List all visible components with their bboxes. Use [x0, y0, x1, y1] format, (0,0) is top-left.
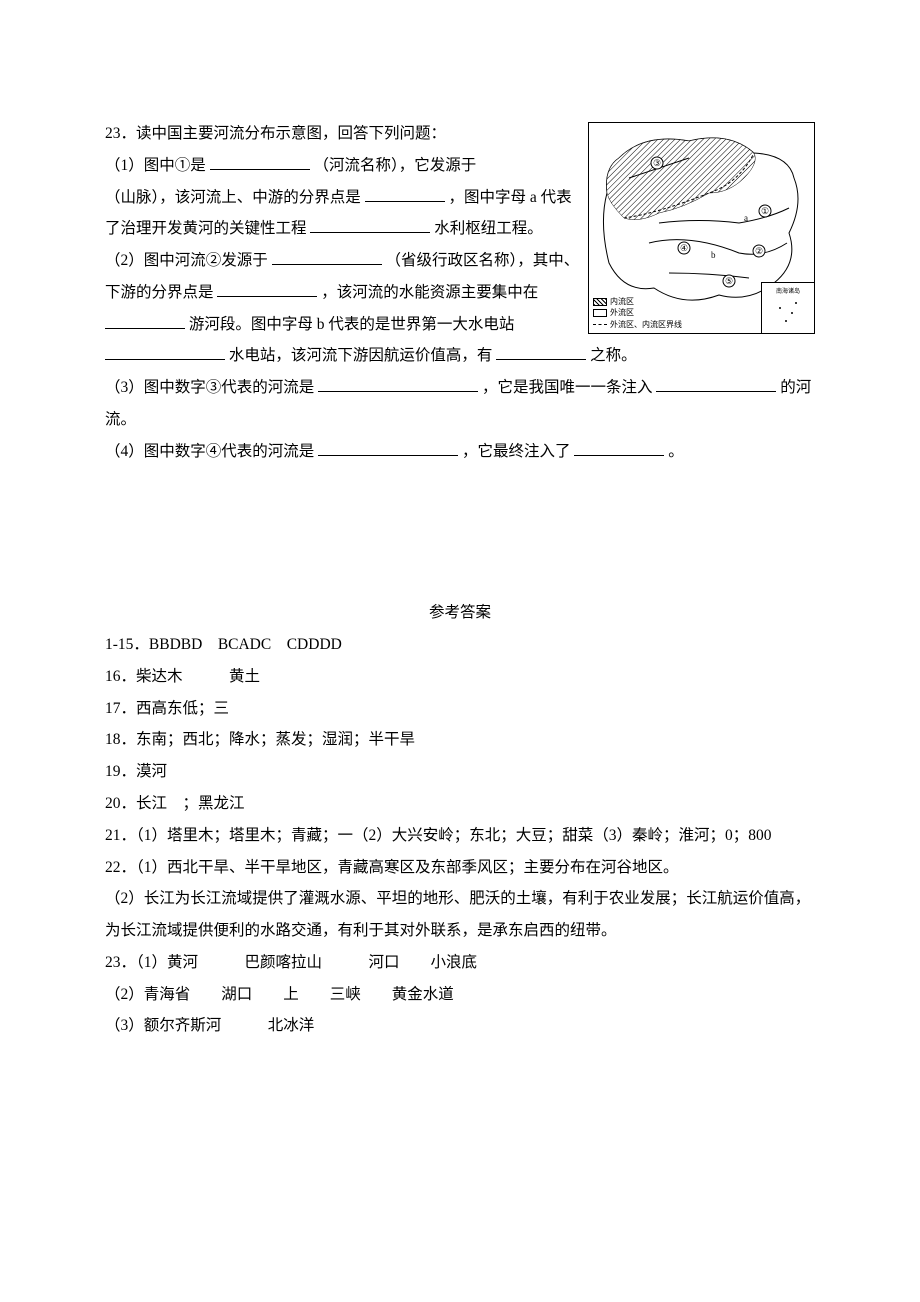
- svg-text:a: a: [744, 213, 748, 223]
- map-inset: 南海诸岛: [761, 282, 814, 333]
- blank: [574, 439, 664, 456]
- ans-16: 16．柴达木 黄土: [105, 661, 815, 693]
- legend-boundary: 外流区、内流区界线: [610, 320, 682, 330]
- blank: [310, 217, 430, 234]
- svg-text:b: b: [711, 250, 716, 260]
- blank: [210, 153, 310, 170]
- inset-label: 南海诸岛: [776, 287, 800, 295]
- blank: [496, 344, 586, 361]
- ans-23-3: （3）额尔齐斯河 北冰洋: [105, 1010, 815, 1042]
- legend-outland: 外流区: [610, 308, 634, 318]
- ans-21: 21．（1）塔里木；塔里木；青藏；一（2）大兴安岭；东北；大豆；甜菜（3）秦岭；…: [105, 820, 815, 852]
- answers-title: 参考答案: [105, 597, 815, 629]
- ans-23-2: （2）青海省 湖口 上 三峡 黄金水道: [105, 979, 815, 1011]
- q23-part3: （3）图中数字③代表的河流是 ，它是我国唯一一条注入 的河流。: [105, 372, 815, 436]
- ans-19: 19．漠河: [105, 756, 815, 788]
- blank: [318, 439, 458, 456]
- ans-1-15: 1-15．BBDBD BCADC CDDDD: [105, 629, 815, 661]
- svg-text:③: ③: [653, 158, 661, 168]
- svg-text:⑤: ⑤: [725, 276, 733, 286]
- blank: [272, 249, 382, 266]
- blank: [217, 280, 317, 297]
- ans-17: 17．西高东低；三: [105, 693, 815, 725]
- svg-text:①: ①: [761, 206, 769, 216]
- ans-23-1: 23．（1）黄河 巴颜喀拉山 河口 小浪底: [105, 947, 815, 979]
- china-rivers-map: ① ② ③ ④ ⑤ a b 内流区 外流区 外流区、内流区界线 南海诸岛: [588, 122, 815, 334]
- blank: [105, 344, 225, 361]
- q23-part4: （4）图中数字④代表的河流是 ，它最终注入了 。: [105, 436, 815, 468]
- blank: [318, 376, 478, 393]
- blank: [656, 376, 776, 393]
- ans-22-2: （2）长江为长江流域提供了灌溉水源、平坦的地形、肥沃的土壤，有利于农业发展；长江…: [105, 883, 815, 947]
- legend-inland: 内流区: [610, 297, 634, 307]
- blank: [365, 185, 445, 202]
- map-legend: 内流区 外流区 外流区、内流区界线: [593, 297, 682, 331]
- blank: [105, 312, 185, 329]
- page: ① ② ③ ④ ⑤ a b 内流区 外流区 外流区、内流区界线 南海诸岛 23．…: [0, 0, 920, 1102]
- ans-20: 20．长江 ；黑龙江: [105, 788, 815, 820]
- svg-text:②: ②: [755, 246, 763, 256]
- svg-text:④: ④: [680, 243, 688, 253]
- ans-18: 18．东南；西北；降水；蒸发；湿润；半干旱: [105, 724, 815, 756]
- ans-22-1: 22．（1）西北干旱、半干旱地区，青藏高寒区及东部季风区；主要分布在河谷地区。: [105, 852, 815, 884]
